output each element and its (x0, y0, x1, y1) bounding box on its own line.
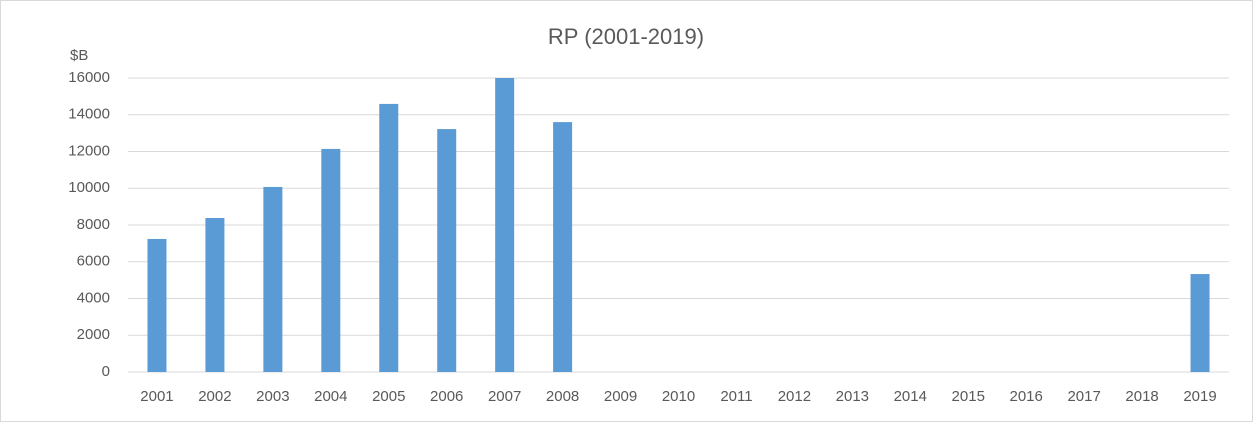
y-tick-label: 16000 (68, 69, 110, 86)
x-tick-label: 2004 (314, 388, 347, 405)
x-tick-label: 2001 (140, 388, 173, 405)
y-tick-label: 0 (102, 363, 110, 380)
x-tick-label: 2019 (1183, 388, 1216, 405)
x-tick-label: 2009 (604, 388, 637, 405)
x-tick-label: 2007 (488, 388, 521, 405)
bar (263, 186, 283, 372)
y-tick-label: 12000 (68, 142, 110, 159)
bar (379, 103, 399, 372)
bar (321, 148, 341, 372)
bar (205, 218, 225, 372)
x-tick-label: 2010 (662, 388, 695, 405)
x-tick-label: 2015 (952, 388, 985, 405)
y-tick-label: 8000 (77, 216, 110, 233)
x-tick-label: 2005 (372, 388, 405, 405)
x-tick-label: 2006 (430, 388, 463, 405)
x-tick-label: 2016 (1009, 388, 1042, 405)
y-tick-label: 6000 (77, 253, 110, 270)
bar (495, 78, 515, 372)
y-tick-label: 2000 (77, 326, 110, 343)
bar (437, 129, 457, 372)
x-tick-label: 2018 (1125, 388, 1158, 405)
y-axis-label: $B (70, 47, 88, 64)
bar (1190, 274, 1210, 372)
y-tick-label: 4000 (77, 289, 110, 306)
bar (553, 122, 573, 372)
x-tick-label: 2012 (778, 388, 811, 405)
x-tick-label: 2011 (720, 388, 752, 405)
x-tick-label: 2017 (1067, 388, 1100, 405)
x-tick-label: 2008 (546, 388, 579, 405)
x-tick-label: 2013 (836, 388, 869, 405)
x-tick-label: 2014 (894, 388, 927, 405)
y-tick-label: 10000 (68, 179, 110, 196)
chart-title: RP (2001-2019) (548, 24, 704, 49)
y-tick-label: 14000 (68, 106, 110, 123)
bar (147, 238, 167, 372)
x-tick-label: 2003 (256, 388, 289, 405)
x-tick-label: 2002 (198, 388, 231, 405)
